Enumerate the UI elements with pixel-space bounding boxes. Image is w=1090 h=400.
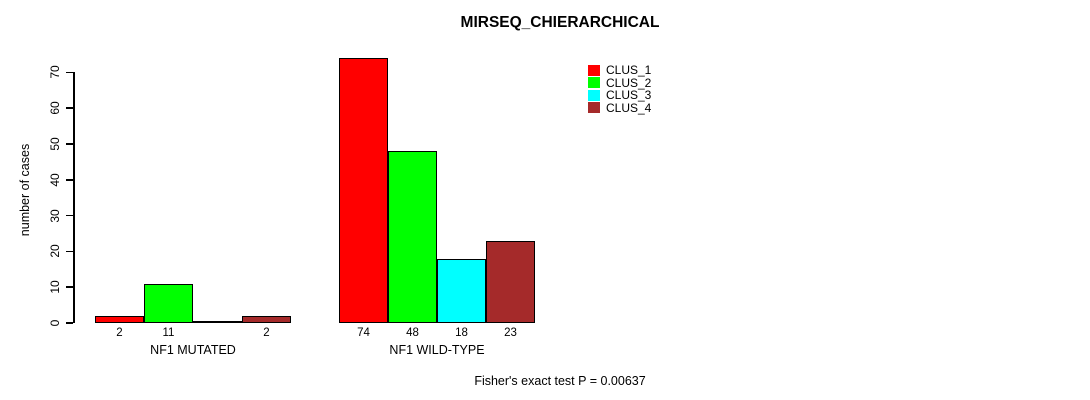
y-tick-mark: [66, 250, 73, 253]
bar-clus-3-nf1-mutated-zero: [193, 321, 242, 323]
bar-value-label: 74: [357, 327, 370, 339]
bar-clus-4-nf1-mutated: [242, 316, 291, 323]
y-tick-mark: [66, 107, 73, 109]
bar-value-label: 2: [116, 327, 123, 339]
x-category-label-nf1-mutated: NF1 MUTATED: [150, 343, 236, 357]
legend-swatch-clus-3: [588, 89, 600, 101]
legend-item-clus-4: CLUS_4: [588, 102, 651, 115]
legend-item-clus-3: CLUS_3: [588, 89, 651, 102]
y-tick-label: 60: [48, 101, 62, 115]
legend-swatch-clus-4: [588, 102, 600, 114]
y-axis-line: [73, 72, 75, 323]
legend-label: CLUS_2: [606, 75, 652, 90]
legend-item-clus-2: CLUS_2: [588, 77, 651, 90]
legend-label: CLUS_4: [606, 100, 652, 115]
legend-swatch-clus-2: [588, 77, 600, 89]
legend-item-clus-1: CLUS_1: [588, 64, 651, 77]
bar-value-label: 11: [162, 327, 175, 339]
legend-label: CLUS_3: [606, 88, 652, 103]
y-tick-label: 40: [48, 173, 62, 187]
y-tick-label: 0: [48, 319, 62, 327]
legend-swatch-clus-1: [588, 64, 600, 76]
bar-clus-3-nf1-wild-type: [437, 259, 486, 323]
y-tick-mark: [66, 179, 73, 181]
bar-value-label: 23: [504, 327, 517, 339]
y-tick-mark: [66, 143, 73, 145]
y-axis-label: number of cases: [18, 143, 32, 237]
y-tick-label: 10: [48, 280, 62, 294]
fisher-test-annotation: Fisher's exact test P = 0.00637: [474, 374, 646, 388]
bar-clus-4-nf1-wild-type: [486, 241, 535, 323]
bar-value-label: 48: [406, 327, 419, 339]
y-tick-label: 20: [48, 244, 62, 259]
bar-clus-2-nf1-wild-type: [388, 151, 437, 323]
bar-clus-1-nf1-mutated: [95, 316, 144, 323]
bar-clus-1-nf1-wild-type: [339, 58, 388, 323]
y-tick-mark: [66, 286, 73, 288]
chart-title: MIRSEQ_CHIERARCHICAL: [460, 14, 660, 31]
bar-value-label: 18: [455, 327, 468, 339]
y-tick-mark: [66, 322, 73, 324]
y-tick-mark: [66, 71, 73, 74]
y-tick-mark: [66, 214, 73, 217]
y-tick-label: 50: [48, 137, 62, 151]
bar-clus-2-nf1-mutated: [144, 284, 193, 323]
legend-label: CLUS_1: [606, 63, 652, 78]
legend: CLUS_1 CLUS_2 CLUS_3 CLUS_4: [588, 64, 651, 114]
y-tick-label: 70: [48, 65, 62, 80]
x-category-label-nf1-wild-type: NF1 WILD-TYPE: [389, 343, 485, 357]
bar-value-label: 2: [263, 327, 270, 339]
y-tick-label: 30: [48, 208, 62, 223]
